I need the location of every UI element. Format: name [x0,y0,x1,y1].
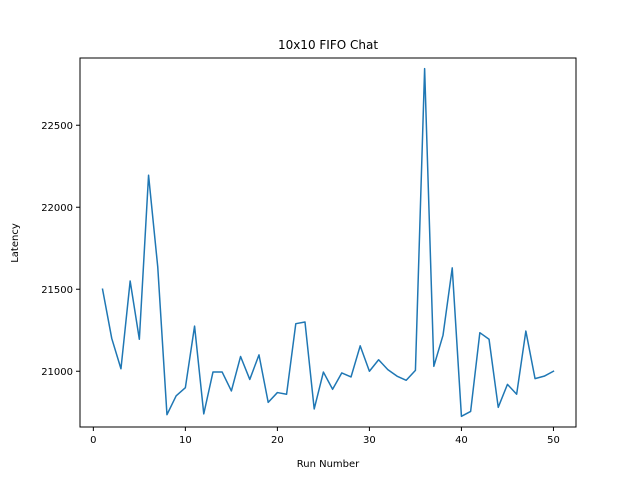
x-tick-label: 50 [547,435,560,446]
x-tick-label: 0 [90,435,96,446]
axes-frame [79,57,577,428]
series-line [101,67,555,418]
x-axis-ticks: 0 10 20 30 40 50 [90,427,560,446]
x-tick-label: 20 [271,435,284,446]
x-tick-label: 30 [363,435,376,446]
plot-area [101,67,555,418]
y-axis-label: Latency [10,223,21,263]
x-tick-label: 10 [179,435,192,446]
y-tick-label: 22000 [41,203,73,214]
y-tick-label: 21000 [41,367,73,378]
y-tick-label: 21500 [41,285,73,296]
x-axis-label: Run Number [297,459,360,470]
y-axis-ticks: 21000 21500 22000 22500 [41,121,80,378]
y-tick-label: 22500 [41,121,73,132]
x-tick-label: 40 [455,435,468,446]
chart-title: 10x10 FIFO Chat [278,38,378,52]
